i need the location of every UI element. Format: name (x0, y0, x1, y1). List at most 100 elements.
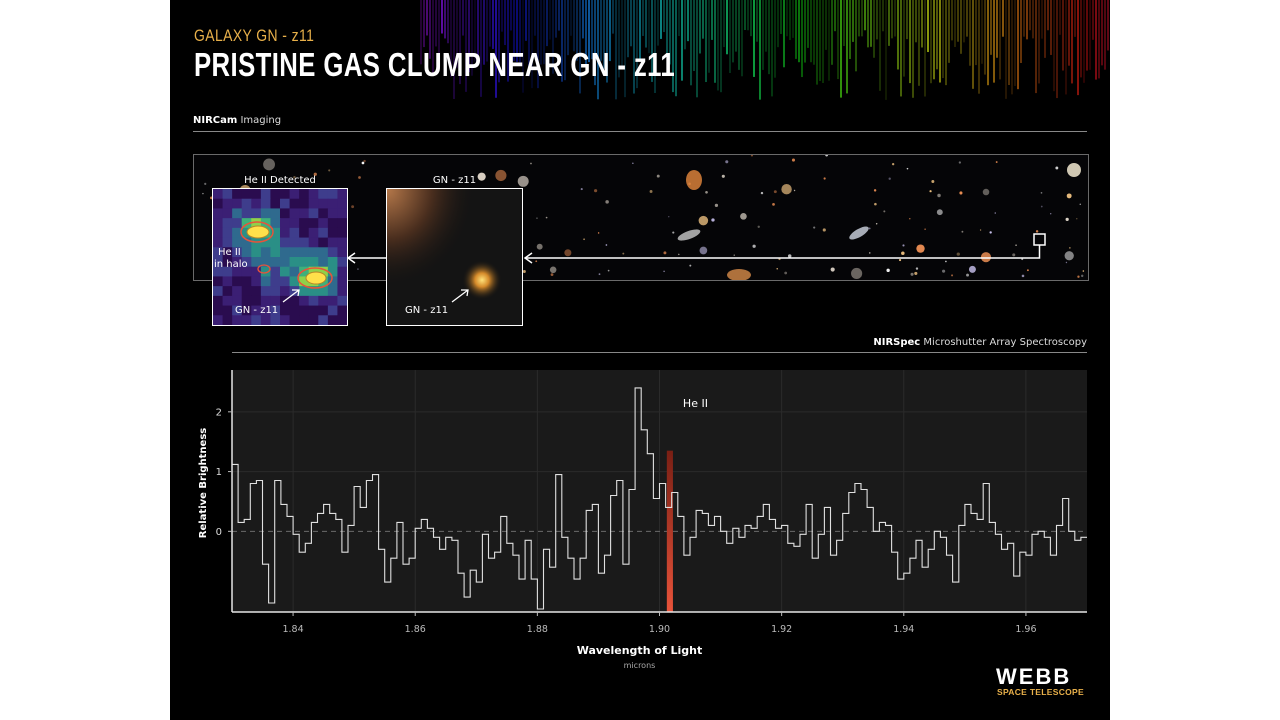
banner-stripe (561, 0, 563, 82)
heii-pixel (260, 315, 271, 325)
banner-stripe (825, 0, 827, 50)
heii-pixel (318, 315, 329, 325)
heii-pixel (270, 247, 281, 258)
heii-pixel (260, 266, 271, 277)
heii-pixel (280, 237, 291, 248)
banner-stripe (510, 0, 512, 31)
star (1040, 205, 1043, 208)
star (689, 264, 692, 267)
banner-stripe (681, 0, 683, 81)
banner-stripe (501, 0, 503, 32)
star (1050, 213, 1052, 215)
banner-stripe (849, 0, 851, 59)
x-tick-label: 1.92 (771, 624, 792, 635)
heii-pixel (280, 266, 291, 277)
banner-stripe (1107, 0, 1109, 51)
heii-pixel (251, 305, 262, 316)
heii-pixel (213, 198, 224, 209)
heii-pixel (232, 257, 243, 268)
heii-pixel (289, 208, 300, 219)
banner-stripe (474, 0, 476, 62)
star (725, 160, 729, 164)
banner-stripe (876, 0, 878, 40)
heii-pixel (213, 295, 224, 307)
banner-stripe (519, 0, 521, 63)
heii-pixel (299, 295, 310, 307)
star (564, 249, 572, 257)
heii-pixel (260, 257, 271, 268)
banner-stripe (480, 0, 482, 97)
star (994, 212, 997, 214)
banner-stripe (765, 0, 767, 52)
heii-pixel (280, 276, 291, 287)
heii-pixel (299, 266, 310, 277)
heii-pixel (299, 276, 310, 287)
star (530, 162, 532, 165)
star (550, 273, 554, 277)
banner-stripe (1032, 0, 1034, 39)
heii-pixel (260, 189, 271, 200)
star (622, 252, 625, 255)
heii-pixel (318, 189, 329, 200)
heii-pixel (270, 218, 281, 229)
star (951, 274, 954, 277)
banner-stripe (705, 0, 707, 83)
heii-pixel (241, 257, 252, 268)
banner-stripe (555, 0, 557, 38)
heii-pixel (232, 276, 243, 287)
banner-stripe (657, 0, 659, 46)
heii-pixel (222, 189, 233, 200)
star (204, 182, 207, 186)
heii-pixel (270, 198, 281, 209)
heii-pixel (280, 218, 291, 229)
banner-stripe (957, 0, 959, 42)
banner-stripe (546, 0, 548, 47)
heii-pixel (299, 305, 310, 316)
banner-stripe (537, 0, 539, 89)
banner-stripe (597, 0, 599, 100)
banner-stripe (801, 0, 803, 78)
star (733, 254, 735, 256)
heii-pixel (289, 276, 300, 287)
banner-stripe (1041, 0, 1043, 39)
star (873, 189, 877, 192)
star (883, 210, 886, 213)
banner-stripe (954, 0, 956, 47)
star (477, 172, 486, 181)
banner-stripe (645, 0, 647, 48)
star (535, 260, 538, 263)
star (672, 231, 675, 234)
spectrum-line (232, 387, 1087, 610)
heii-pixel (308, 315, 319, 325)
banner-stripe (447, 0, 449, 44)
banner-stripe (912, 0, 914, 98)
nirspec-divider (232, 352, 1087, 353)
star (902, 244, 905, 247)
banner-stripe (873, 0, 875, 58)
heii-pixel (232, 305, 243, 316)
banner-stripe (1071, 0, 1073, 84)
banner-stripe (609, 0, 611, 62)
heii-pixel (251, 266, 262, 277)
heii-pixel (318, 257, 329, 268)
banner-stripe (837, 0, 839, 80)
heii-pixel (289, 257, 300, 268)
banner-stripe (999, 0, 1001, 80)
banner-stripe (810, 0, 812, 63)
star (750, 155, 754, 157)
star (931, 180, 935, 183)
banner-stripe (639, 0, 641, 60)
banner-stripe (951, 0, 953, 41)
banner-stripe (924, 0, 926, 97)
nirspec-label-rest: Microshutter Array Spectroscopy (920, 337, 1087, 348)
star (781, 183, 792, 195)
star (868, 227, 871, 230)
heii-pixel (241, 237, 252, 248)
banner-stripe (426, 0, 428, 36)
banner-stripe (948, 0, 950, 63)
star (910, 272, 914, 276)
heii-pixel (337, 189, 347, 200)
star (517, 175, 529, 187)
banner-stripe (489, 0, 491, 47)
banner-stripe (543, 0, 545, 65)
